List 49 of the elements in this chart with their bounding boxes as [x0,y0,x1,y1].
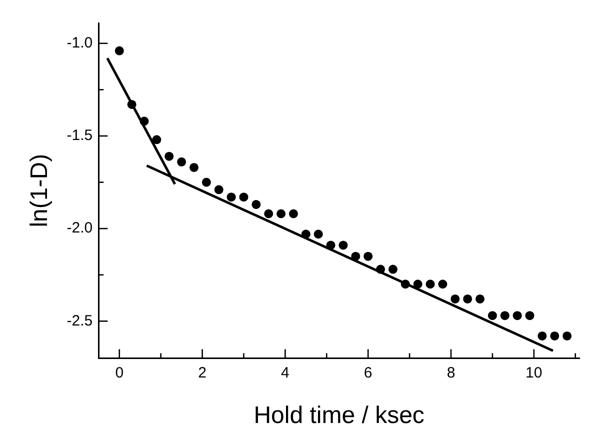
point [189,162,198,172]
point [538,331,547,340]
point [164,152,174,161]
x-tick-label: 2 [198,364,206,382]
point [438,280,448,289]
x-tick-label: 4 [281,364,290,382]
point [364,252,373,261]
point [426,280,435,289]
point [351,252,360,261]
y-tick-label: -2.0 [66,220,93,237]
point [114,46,124,56]
point [338,240,348,250]
point [550,331,560,340]
x-axis-title: Hold time / ksec [254,402,424,430]
point [562,331,572,340]
x-tick-label: 8 [446,364,456,382]
point [463,294,472,304]
point [314,230,323,239]
x-tick-label: 6 [364,364,372,382]
point [512,311,522,320]
point [127,100,136,109]
y-tick-label: -2.5 [66,312,93,330]
point [264,209,274,218]
point [450,294,460,304]
point [388,264,398,274]
point [140,116,149,126]
point [400,280,410,289]
point [301,230,310,239]
point [214,185,224,194]
point [202,178,211,187]
point [276,209,286,218]
y-tick-label: -1.0 [66,34,93,52]
y-tick-label: -1.5 [66,127,93,144]
y-axis-title: ln(1-D) [26,154,54,228]
x-tick-label: 10 [526,364,542,382]
point [152,135,162,144]
point [288,209,298,218]
point [177,157,186,166]
point [488,311,497,320]
point [252,200,261,209]
point [239,192,248,202]
point [326,240,336,250]
point [525,311,534,320]
point [476,294,485,304]
point [413,280,422,289]
point [226,192,236,202]
x-tick-label: 0 [115,364,124,382]
point [500,311,510,320]
point [376,264,386,274]
